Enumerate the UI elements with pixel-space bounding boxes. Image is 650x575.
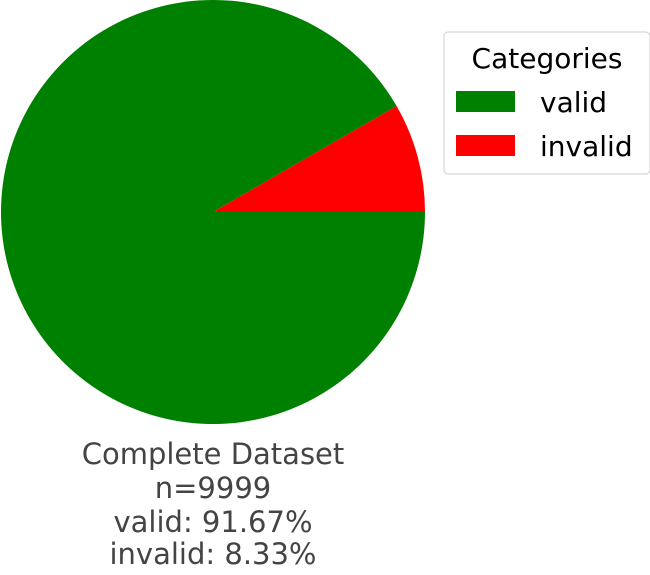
pie-slices: [1, 0, 425, 425]
caption-invalid-percent: invalid: 8.33%: [109, 537, 316, 571]
legend: Categories valid invalid: [443, 31, 650, 175]
legend-entry-invalid: invalid: [456, 130, 633, 163]
caption: Complete Dataset n=9999 valid: 91.67% in…: [82, 437, 345, 571]
legend-swatch-invalid: [456, 135, 515, 156]
caption-valid-percent: valid: 91.67%: [113, 505, 312, 539]
pie-slice-invalid: [213, 106, 425, 212]
legend-swatch-valid: [456, 91, 515, 112]
legend-entries: valid invalid: [456, 86, 633, 163]
legend-title: Categories: [472, 42, 623, 75]
legend-label-invalid: invalid: [540, 130, 633, 163]
caption-count: n=9999: [155, 471, 271, 505]
legend-entry-valid: valid: [456, 86, 607, 119]
caption-title: Complete Dataset: [82, 437, 345, 471]
pie-slice-valid: [1, 0, 425, 425]
legend-label-valid: valid: [540, 86, 607, 119]
